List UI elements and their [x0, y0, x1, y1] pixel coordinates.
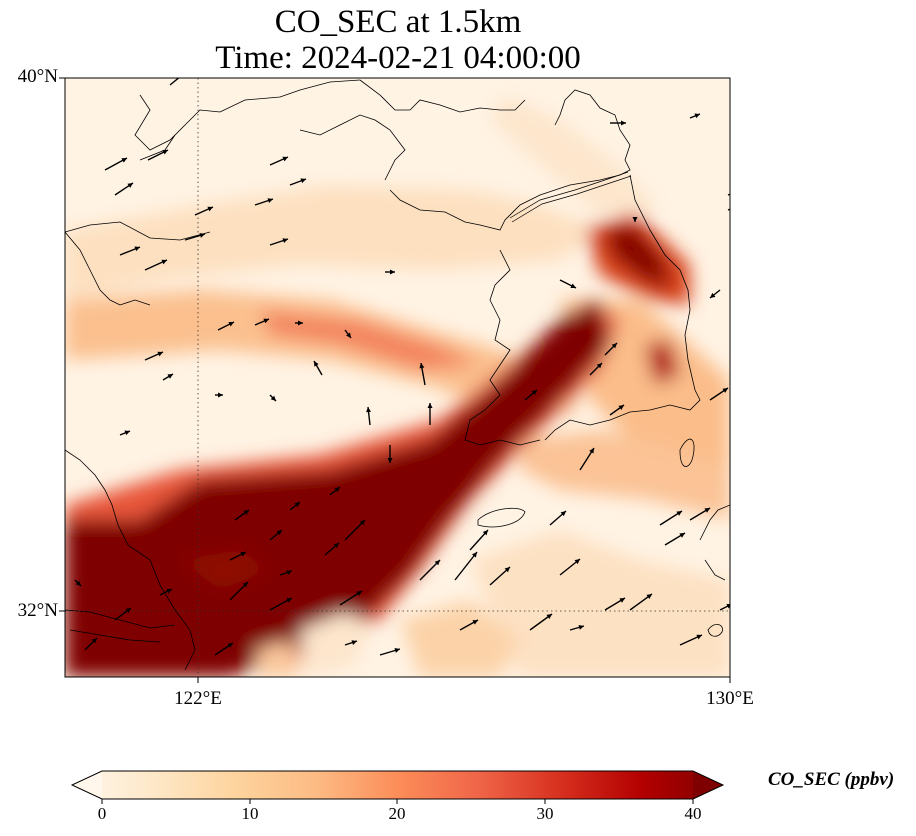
wind-arrow-head: [267, 198, 273, 203]
wind-arrow-head: [419, 363, 425, 369]
wind-arrow-head: [679, 533, 685, 538]
wind-arrow-head: [394, 648, 400, 653]
wind-arrow-head: [434, 560, 440, 566]
wind-arrow-head: [286, 598, 292, 603]
wind-arrow-head: [294, 502, 300, 508]
wind-arrow-head: [227, 643, 233, 648]
wind-arrow-head: [732, 191, 738, 196]
wind-arrow-head: [346, 332, 351, 338]
colorbar-tick-40: 40: [684, 804, 702, 823]
wind-arrow-head: [589, 448, 594, 454]
wind-arrow-head: [387, 458, 393, 463]
wind-arrow-head: [161, 259, 167, 265]
lon-label-130e: 130°E: [706, 688, 754, 709]
wind-arrow-head: [276, 530, 282, 536]
wind-arrow-head: [356, 591, 362, 596]
wind-arrow-head: [578, 624, 584, 630]
wind-arrow-head: [632, 217, 638, 222]
wind-arrow-head: [531, 390, 537, 396]
wind-arrow-head: [91, 638, 97, 644]
wind-arrow-head: [167, 374, 173, 379]
wind-arrow-head: [359, 520, 365, 526]
wind-arrow: [169, 78, 180, 86]
map-title: CO_SEC at 1.5km: [274, 4, 522, 40]
wind-arrow-head: [228, 322, 234, 327]
wind-arrow-head: [286, 570, 292, 575]
wind-arrow-head: [722, 388, 728, 393]
wind-arrow-head: [611, 343, 617, 349]
wind-arrow-head: [298, 320, 303, 326]
wind-arrow-head: [243, 510, 249, 515]
wind-arrow-head: [596, 363, 602, 369]
colorbar-label: CO_SEC (ppbv): [768, 769, 895, 790]
colorbar-tick-0: 0: [97, 804, 107, 823]
wind-arrow-head: [127, 183, 133, 188]
wind-arrow: [454, 551, 478, 581]
concentration-field: [65, 67, 738, 677]
wind-arrow-head: [314, 361, 319, 367]
wind-arrow-head: [704, 508, 710, 513]
wind-arrow-head: [621, 120, 626, 126]
colorbar-tick-10: 10: [241, 804, 259, 823]
wind-arrow-head: [134, 246, 140, 252]
wind-arrow-head: [162, 150, 168, 155]
lon-label-122e: 122°E: [174, 688, 222, 709]
colorbar-tick-30: 30: [536, 804, 554, 823]
wind-arrow-head: [619, 598, 625, 603]
wind-arrow-head: [574, 559, 580, 565]
wind-arrow-head: [300, 178, 306, 184]
map-subtitle: Time: 2024-02-21 04:00:00: [215, 40, 581, 76]
wind-arrow-head: [546, 614, 552, 619]
wind-arrow-head: [75, 580, 81, 586]
wind-arrow-head: [390, 269, 395, 275]
wind-arrow-head: [504, 567, 510, 573]
wind-arrow-head: [676, 511, 682, 516]
colorbar: [70, 770, 725, 804]
wind-arrow-head: [366, 407, 372, 413]
wind-arrow-head: [270, 395, 276, 401]
wind-arrow-head: [646, 594, 652, 599]
lat-label-32n: 32°N: [17, 600, 58, 621]
wind-arrow-head: [166, 589, 172, 594]
wind-arrow-head: [618, 405, 624, 410]
wind-arrow-head: [333, 543, 339, 549]
wind-arrow-head: [696, 634, 702, 640]
wind-arrow-head: [471, 552, 477, 558]
colorbar-tick-20: 20: [388, 804, 406, 823]
wind-arrow-head: [125, 608, 131, 613]
wind-arrow-head: [263, 318, 269, 324]
wind-arrow-head: [427, 403, 433, 408]
wind-arrow-head: [694, 113, 700, 119]
wind-arrow-head: [351, 640, 357, 645]
wind-arrow-head: [157, 351, 163, 357]
wind-arrow-head: [710, 292, 716, 298]
wind-arrow-head: [242, 582, 248, 588]
wind-arrow-head: [472, 620, 478, 625]
wind-arrow: [719, 604, 730, 611]
wind-arrow-head: [482, 530, 488, 536]
wind-arrow-head: [560, 511, 566, 517]
wind-arrow-head: [282, 156, 288, 162]
wind-arrow-head: [199, 233, 205, 238]
wind-arrow-head: [218, 392, 223, 398]
wind-arrow-head: [240, 552, 246, 557]
wind-arrow-head: [570, 283, 576, 288]
wind-vectors: [74, 67, 738, 656]
wind-arrow-head: [187, 67, 192, 72]
map-frame: [64, 77, 731, 678]
wind-arrow-head: [124, 430, 130, 436]
wind-arrow-head: [282, 238, 288, 243]
lat-label-40n: 40°N: [17, 66, 58, 87]
wind-arrow-head: [207, 206, 213, 212]
wind-arrow-head: [732, 206, 738, 211]
wind-arrow-head: [334, 487, 340, 493]
wind-arrow-head: [121, 158, 127, 163]
wind-arrow-head: [726, 604, 730, 609]
